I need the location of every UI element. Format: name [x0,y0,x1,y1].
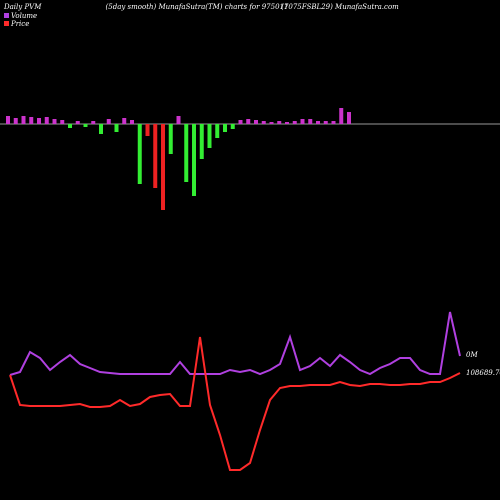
bar [238,120,243,124]
line [9,311,461,376]
bar [13,118,18,124]
bar [114,124,119,132]
bar [246,119,251,124]
bar [254,120,258,124]
bar [122,118,127,124]
bar [37,118,41,124]
bar [215,124,220,138]
bar [300,119,305,124]
bar [21,116,26,124]
bar [184,124,189,182]
line [9,336,461,471]
bar [137,124,142,184]
bar [285,122,289,124]
bar [339,108,344,124]
bar [316,121,320,124]
bar [269,122,274,124]
bar [323,121,328,124]
bar [145,124,150,136]
bar [106,119,111,124]
header-right: (1075FSBL29) MunafaSutra.com [281,3,399,11]
bar [68,124,72,128]
bar [277,121,282,124]
bar [230,124,235,129]
bar [83,124,88,127]
legend-label: Price [10,20,29,28]
bar [192,124,196,196]
bar [292,121,297,124]
bar [207,124,212,148]
header-center: (5day smooth) MunafaSutra(TM) charts for… [106,3,289,11]
bar [199,124,204,159]
bar [153,124,158,188]
bar [308,119,313,124]
bar [75,121,80,124]
bar [347,112,351,124]
bar [60,120,65,124]
bar [44,117,49,124]
bar [29,117,34,124]
bar [161,124,165,210]
legend-label: Volume [11,12,37,20]
bar [91,121,96,124]
bar [223,124,227,132]
end-label: 0M [466,351,478,359]
bar [168,124,173,154]
end-label: 108689.70 [466,369,500,377]
bar [52,119,57,124]
header-left: Daily PVM [3,3,42,11]
bar [130,120,134,124]
bar [6,116,10,124]
bar [176,116,181,124]
bar [331,121,336,124]
bar [261,121,266,124]
legend-swatch [4,13,9,18]
bar [99,124,103,134]
legend-swatch [4,21,9,26]
